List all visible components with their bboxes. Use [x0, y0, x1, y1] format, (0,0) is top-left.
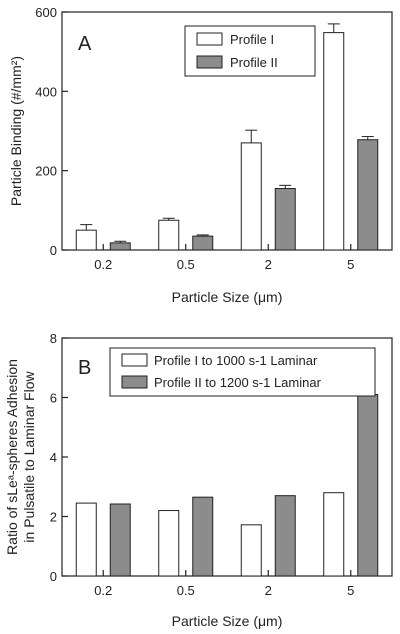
b-x-tick-label: 0.2 — [94, 583, 112, 598]
panel-a-y-axis-title: Particle Binding (#/mm²) — [8, 56, 24, 206]
panel-b-bars — [75, 394, 379, 577]
legend-label-profile-ii-ratio: Profile II to 1200 s-1 Laminar — [154, 375, 322, 390]
a-x-tick-label: 0.2 — [94, 257, 112, 272]
legend-swatch-profile-ii-ratio — [121, 375, 148, 389]
b-bar-series-2-cat-3 — [274, 495, 296, 577]
panel-a-y-axis: 0 200 400 600 — [35, 5, 68, 258]
a-y-tick-label: 0 — [50, 243, 57, 258]
panel-b-legend: Profile I to 1000 s-1 Laminar Profile II… — [109, 347, 376, 397]
b-y-tick-label: 4 — [50, 450, 57, 465]
a-bar-series-2-cat-1 — [109, 242, 131, 251]
a-y-tick-label: 200 — [35, 164, 57, 179]
b-bar-series-1-cat-2 — [158, 510, 180, 577]
panel-b-y-axis: 0 2 4 6 8 — [50, 331, 68, 584]
panel-a-letter: A — [78, 33, 92, 55]
b-y-tick-label: 2 — [50, 510, 57, 525]
b-bar-series-1-cat-3 — [240, 524, 262, 577]
b-bar-series-1-cat-1 — [75, 502, 97, 577]
b-bar-series-2-cat-2 — [192, 496, 214, 577]
panel-a: A 0 200 400 600 0.2 0.5 2 5 Profile I Profile … — [8, 5, 393, 305]
panel-b: B 0 2 4 6 8 0.2 0.5 2 5 Profile I to 1000 s-1 L… — [4, 331, 393, 629]
a-x-tick-label: 0.5 — [177, 257, 195, 272]
legend-swatch-profile-ii — [196, 55, 223, 69]
b-bar-series-1-cat-4 — [323, 492, 345, 577]
panel-b-x-axis: 0.2 0.5 2 5 — [94, 570, 354, 598]
a-bar-series-1-cat-4 — [323, 32, 345, 251]
a-y-tick-label: 600 — [35, 5, 57, 20]
panel-b-y-axis-title-line2: in Pulsatile to Laminar Flow — [21, 371, 37, 543]
panel-b-y-axis-title: Ratio of sLeᵃ-spheres Adhesion in Pulsat… — [4, 359, 37, 555]
b-bar-series-2-cat-1 — [109, 503, 131, 577]
a-bar-series-2-cat-2 — [192, 235, 214, 251]
panel-b-legend-box — [109, 347, 376, 397]
panel-b-x-axis-title: Particle Size (μm) — [172, 613, 283, 629]
a-bar-series-1-cat-3 — [240, 142, 262, 251]
b-x-tick-label: 5 — [347, 583, 354, 598]
b-y-tick-label: 0 — [50, 569, 57, 584]
panel-a-x-axis: 0.2 0.5 2 5 — [94, 244, 354, 272]
a-bar-series-1-cat-1 — [75, 229, 97, 251]
panel-b-y-axis-title-line1: Ratio of sLeᵃ-spheres Adhesion — [4, 359, 20, 555]
panel-a-plot-frame — [61, 11, 393, 251]
b-x-tick-label: 0.5 — [177, 583, 195, 598]
panel-a-legend: Profile I Profile II — [184, 25, 316, 77]
b-bar-series-2-cat-4 — [357, 394, 379, 577]
a-bar-series-2-cat-4 — [357, 139, 379, 251]
legend-swatch-profile-i — [196, 32, 223, 46]
legend-label-profile-i-ratio: Profile I to 1000 s-1 Laminar — [154, 353, 318, 368]
b-y-tick-label: 6 — [50, 391, 57, 406]
legend-label-profile-i: Profile I — [230, 32, 274, 47]
panel-a-bars — [75, 23, 379, 251]
legend-label-profile-ii: Profile II — [230, 55, 278, 70]
legend-swatch-profile-i-ratio — [121, 353, 148, 367]
a-x-tick-label: 2 — [265, 257, 272, 272]
a-y-tick-label: 400 — [35, 84, 57, 99]
b-x-tick-label: 2 — [265, 583, 272, 598]
a-bar-series-1-cat-2 — [158, 219, 180, 251]
a-bar-series-2-cat-3 — [274, 188, 296, 251]
b-y-tick-label: 8 — [50, 331, 57, 346]
panel-a-x-axis-title: Particle Size (μm) — [172, 289, 283, 305]
a-x-tick-label: 5 — [347, 257, 354, 272]
panel-b-letter: B — [78, 357, 91, 379]
